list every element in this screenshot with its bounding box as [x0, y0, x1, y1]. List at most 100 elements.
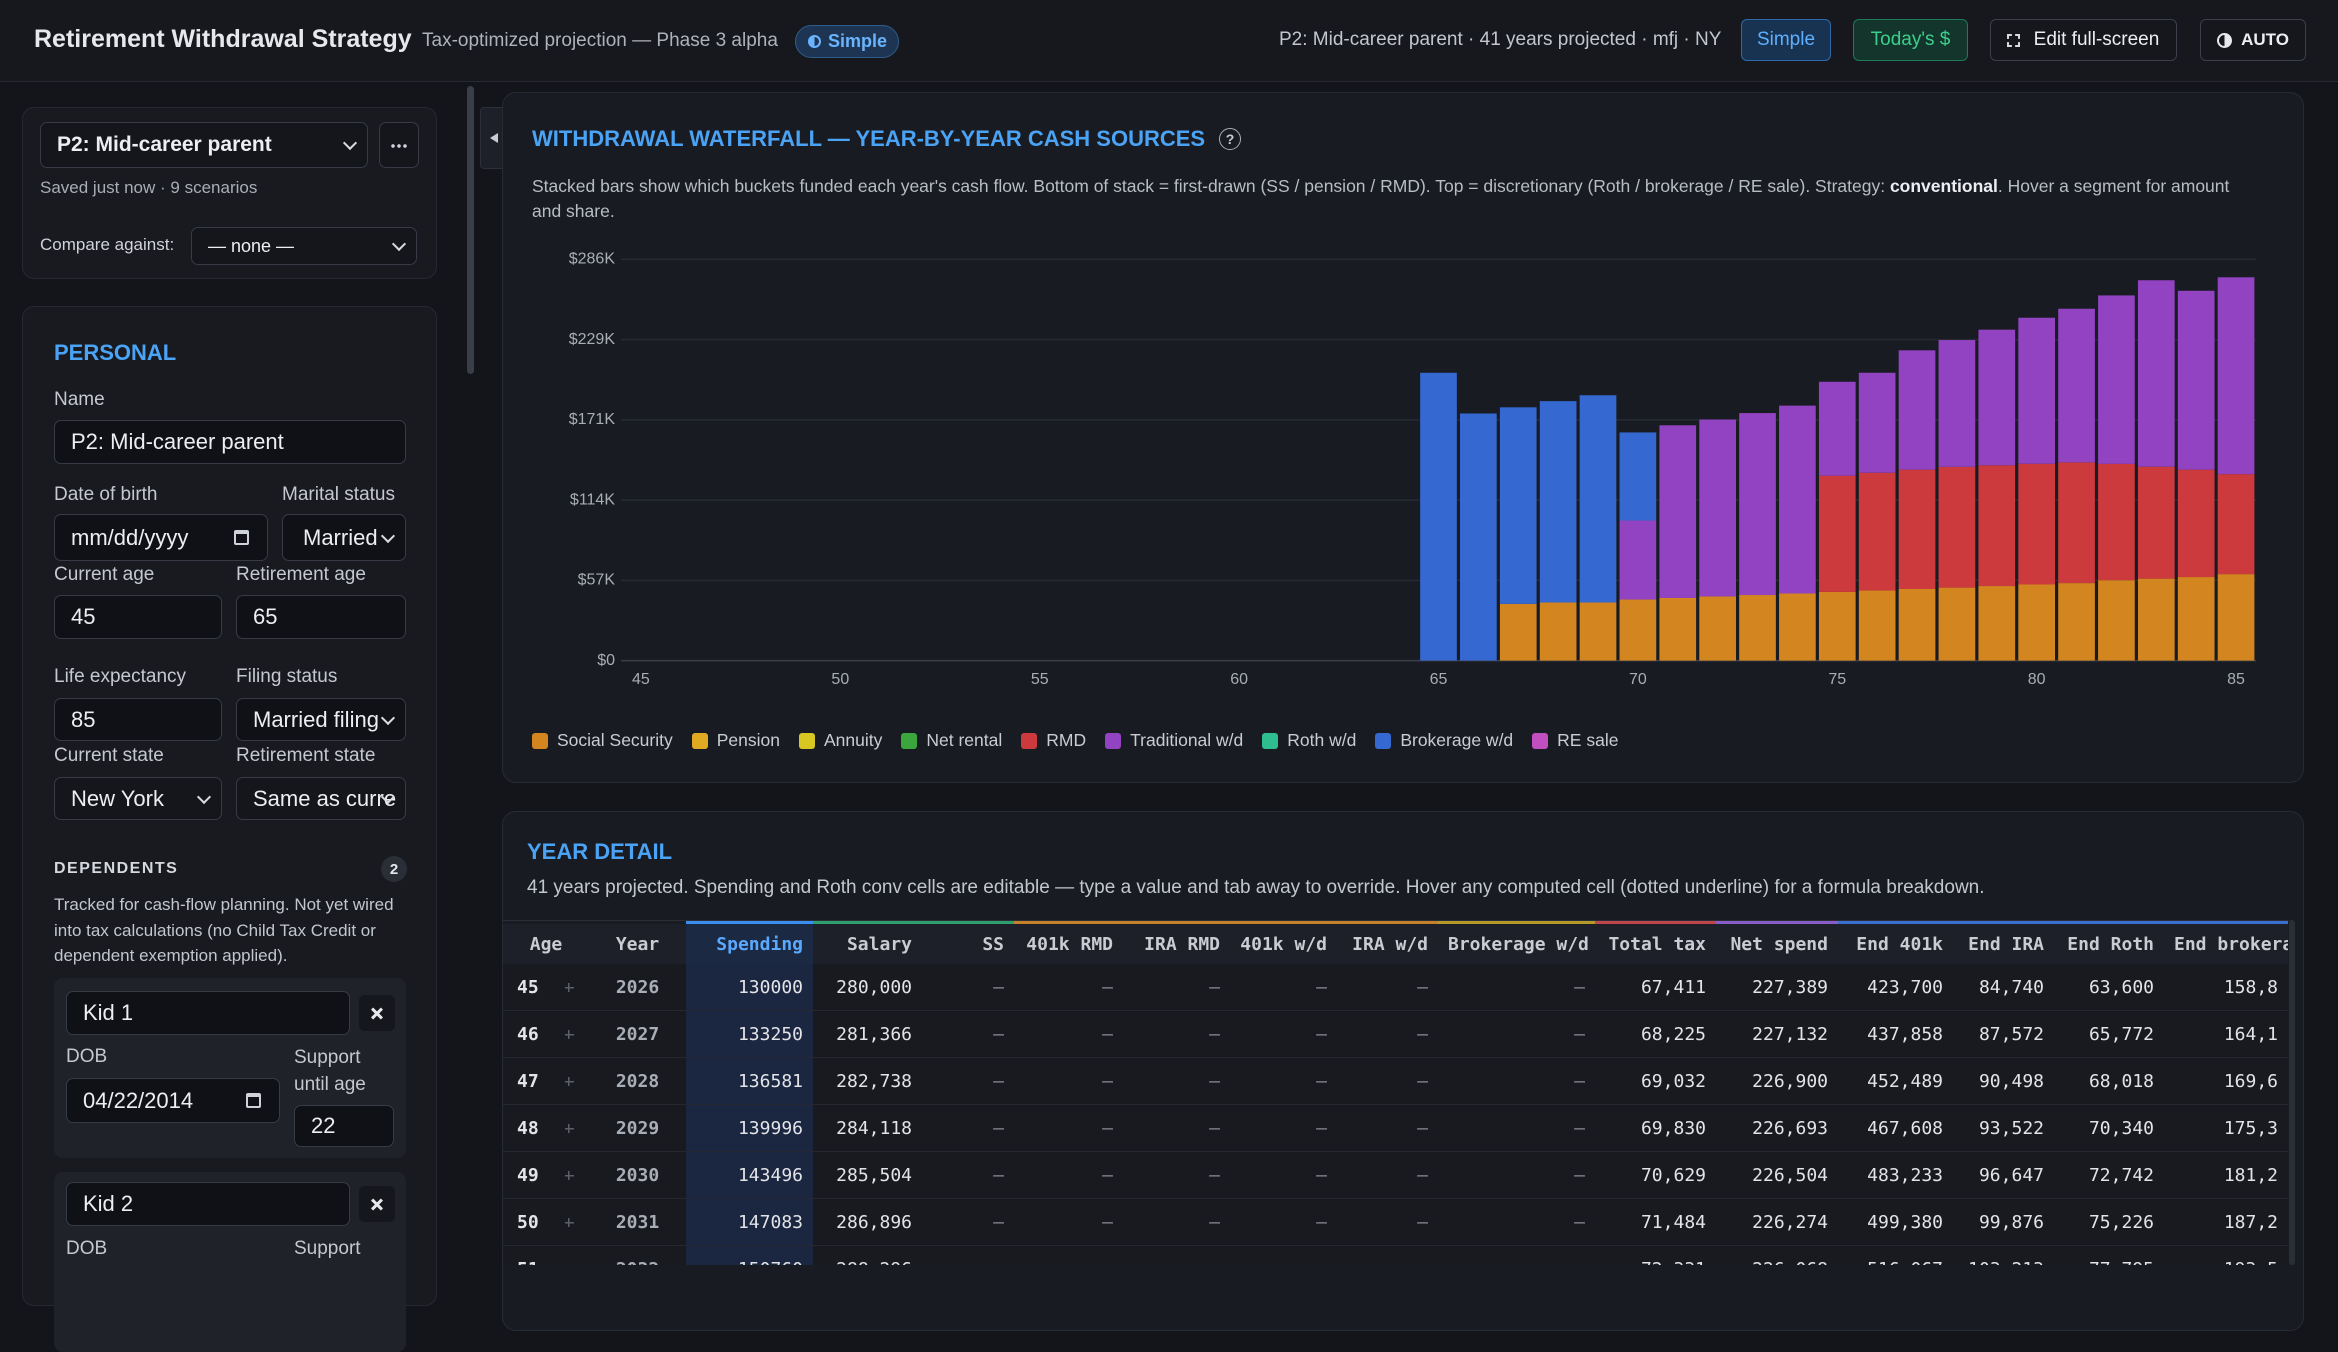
legend-item[interactable]: Pension	[691, 730, 780, 751]
column-header[interactable]: Net spend	[1716, 921, 1838, 964]
legend-item[interactable]: Brokerage w/d	[1375, 730, 1513, 751]
button-text: Edit full-screen	[2033, 29, 2160, 50]
todays-dollars-button[interactable]: Today's $	[1853, 19, 1968, 61]
table-cell[interactable]: 136581	[686, 1057, 813, 1105]
expand-icon[interactable]	[564, 983, 574, 992]
scenario-select[interactable]: P2: Mid-career parent	[40, 122, 368, 168]
cell-text: —	[1102, 1023, 1113, 1045]
table-cell: 286,896	[813, 1198, 922, 1246]
cell-text: 226,068	[1752, 1259, 1828, 1266]
retirement-age-input[interactable]: 65	[236, 595, 406, 639]
state-select[interactable]: New York	[54, 777, 222, 820]
expand-icon[interactable]	[564, 1077, 574, 1086]
table-cell: 226,504	[1716, 1151, 1838, 1199]
legend-item[interactable]: Net rental	[901, 730, 1002, 751]
retirement-state-select[interactable]: Same as curre	[236, 777, 406, 820]
legend-item[interactable]: RMD	[1021, 730, 1086, 751]
bar-segment	[1460, 413, 1497, 661]
cell-text: 136581	[737, 1070, 803, 1092]
cell-text: 227,132	[1752, 1023, 1828, 1045]
table-cell: 72,742	[2054, 1151, 2164, 1199]
cell-text: 227,389	[1752, 976, 1828, 998]
kid-dob-input[interactable]: 04/22/2014	[66, 1078, 280, 1123]
table-cell: 70,340	[2054, 1104, 2164, 1152]
bar-segment	[1539, 602, 1577, 661]
table-cell: —	[1230, 1198, 1337, 1246]
table-cell: 164,1	[2164, 1010, 2288, 1058]
marital-select[interactable]: Married	[282, 514, 406, 561]
column-header[interactable]: Brokerage w/d	[1438, 921, 1595, 964]
column-header[interactable]: Salary	[813, 921, 922, 964]
legend-item[interactable]: Traditional w/d	[1105, 730, 1243, 751]
column-header[interactable]: IRA w/d	[1337, 921, 1438, 964]
legend-label: Net rental	[926, 730, 1003, 750]
column-header[interactable]: SS	[922, 921, 1014, 964]
column-header[interactable]: 401k w/d	[1230, 921, 1337, 964]
legend-item[interactable]: Roth w/d	[1262, 730, 1356, 751]
table-cell: —	[1230, 1057, 1337, 1105]
legend-item[interactable]: RE sale	[1532, 730, 1618, 751]
column-header[interactable]: Year	[589, 922, 686, 964]
theme-button[interactable]: AUTO	[2200, 19, 2306, 61]
help-icon[interactable]: ?	[1219, 128, 1242, 150]
table-cell: 68,018	[2054, 1057, 2164, 1105]
name-input[interactable]: P2: Mid-career parent	[54, 420, 406, 464]
remove-dependent-button[interactable]	[359, 995, 395, 1031]
table-cell[interactable]: 147083	[686, 1198, 813, 1246]
simple-button[interactable]: Simple	[1741, 19, 1831, 61]
table-row: 51 2032 150760 288,296 — — — — — — 72,331 226,068 51…	[503, 1245, 2288, 1266]
expand-icon[interactable]	[564, 1218, 574, 1227]
life-input[interactable]: 85	[54, 698, 222, 741]
column-header[interactable]: Total tax	[1595, 921, 1716, 964]
column-header[interactable]: End Roth	[2054, 921, 2164, 964]
cell-text: —	[1209, 1070, 1220, 1092]
table-cell[interactable]: 139996	[686, 1104, 813, 1152]
y-tick-label: $171K	[569, 411, 616, 428]
expand-icon[interactable]	[564, 1171, 574, 1180]
expand-icon[interactable]	[564, 1030, 574, 1039]
cell-text: 72,742	[2088, 1164, 2154, 1186]
compare-select[interactable]: — none —	[191, 227, 417, 265]
table-cell: 2031	[589, 1198, 686, 1246]
table-cell[interactable]: 130000	[686, 964, 813, 1011]
table-cell[interactable]: 143496	[686, 1151, 813, 1199]
table-cell: —	[1438, 964, 1595, 1011]
column-header[interactable]: End brokera	[2164, 921, 2288, 964]
bar-segment	[1978, 586, 2016, 661]
legend-label: Roth w/d	[1287, 730, 1357, 750]
filing-select[interactable]: Married filing	[236, 698, 406, 741]
table-cell: 69,032	[1595, 1057, 1716, 1105]
column-header[interactable]: End 401k	[1838, 921, 1953, 964]
table-cell: 452,489	[1838, 1057, 1953, 1105]
remove-dependent-button[interactable]	[359, 1186, 395, 1222]
table-cell[interactable]: 150760	[686, 1245, 813, 1265]
kid-name-input[interactable]: Kid 1	[66, 991, 350, 1035]
edit-fullscreen-button[interactable]: Edit full-screen	[1990, 19, 2177, 61]
table-cell[interactable]: 133250	[686, 1010, 813, 1058]
column-header[interactable]: Spending	[686, 921, 813, 964]
column-header[interactable]: 401k RMD	[1014, 921, 1123, 964]
legend-item[interactable]: Social Security	[532, 730, 673, 751]
bar-segment	[1579, 395, 1617, 603]
legend-item[interactable]: Annuity	[799, 730, 882, 751]
column-header[interactable]: Age	[503, 922, 589, 964]
expand-icon[interactable]	[564, 1124, 574, 1133]
field-label: Support	[294, 1238, 361, 1259]
cell-text: 77,795	[2089, 1259, 2154, 1266]
cell-text: 226,504	[1752, 1164, 1828, 1186]
table-cell: 281,366	[813, 1010, 922, 1058]
x-tick-label: 45	[632, 671, 650, 688]
current-age-input[interactable]: 45	[54, 595, 222, 639]
column-header[interactable]: IRA RMD	[1123, 921, 1230, 964]
cell-text: 467,608	[1867, 1117, 1943, 1139]
x-tick-label: 70	[1629, 671, 1647, 688]
support-age-input[interactable]: 22	[294, 1105, 394, 1147]
table-cell: 285,504	[813, 1151, 922, 1199]
column-header[interactable]: End IRA	[1953, 921, 2054, 964]
kid-name-input[interactable]: Kid 2	[66, 1182, 350, 1226]
field-label: Life expectancy	[54, 666, 187, 687]
scenario-menu-button[interactable]	[379, 122, 419, 168]
table-cell: 193,5	[2164, 1245, 2288, 1265]
table-cell: —	[1337, 964, 1438, 1011]
dob-input[interactable]: mm/dd/yyyy	[54, 514, 268, 561]
